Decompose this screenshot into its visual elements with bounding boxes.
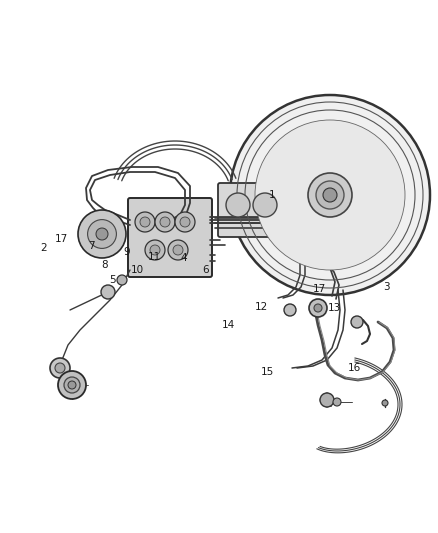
Circle shape <box>117 275 127 285</box>
Circle shape <box>320 393 334 407</box>
Circle shape <box>314 304 322 312</box>
Circle shape <box>150 245 160 255</box>
Circle shape <box>160 217 170 227</box>
Text: 17: 17 <box>312 284 325 294</box>
Text: 10: 10 <box>131 265 144 275</box>
Circle shape <box>58 371 86 399</box>
Text: 9: 9 <box>124 247 131 257</box>
Circle shape <box>323 188 337 202</box>
Text: 7: 7 <box>88 241 94 251</box>
FancyBboxPatch shape <box>218 183 297 237</box>
Circle shape <box>180 217 190 227</box>
Circle shape <box>175 212 195 232</box>
Circle shape <box>382 400 388 406</box>
Circle shape <box>333 398 341 406</box>
Circle shape <box>135 212 155 232</box>
Circle shape <box>253 193 277 217</box>
Text: 2: 2 <box>41 243 47 253</box>
Text: 5: 5 <box>110 275 117 285</box>
Circle shape <box>284 304 296 316</box>
Circle shape <box>88 220 117 248</box>
Text: 13: 13 <box>327 303 341 313</box>
Text: 16: 16 <box>347 363 360 373</box>
Text: 17: 17 <box>54 234 67 244</box>
Circle shape <box>155 212 175 232</box>
Circle shape <box>50 358 70 378</box>
Circle shape <box>140 217 150 227</box>
Circle shape <box>316 181 344 209</box>
Text: 1: 1 <box>268 190 276 200</box>
FancyBboxPatch shape <box>128 198 212 277</box>
Text: 4: 4 <box>181 253 187 263</box>
Text: 8: 8 <box>102 260 108 270</box>
Circle shape <box>96 228 108 240</box>
Circle shape <box>351 316 363 328</box>
Text: 11: 11 <box>147 252 161 262</box>
Circle shape <box>308 173 352 217</box>
Text: 15: 15 <box>260 367 274 377</box>
Circle shape <box>168 240 188 260</box>
Circle shape <box>64 377 80 393</box>
Circle shape <box>309 299 327 317</box>
Circle shape <box>255 120 405 270</box>
Text: 6: 6 <box>203 265 209 275</box>
Circle shape <box>145 240 165 260</box>
Circle shape <box>55 363 65 373</box>
Text: 12: 12 <box>254 302 268 312</box>
Circle shape <box>173 245 183 255</box>
Text: 3: 3 <box>383 282 389 292</box>
Circle shape <box>101 285 115 299</box>
Circle shape <box>68 381 76 389</box>
Circle shape <box>226 193 250 217</box>
Circle shape <box>230 95 430 295</box>
Circle shape <box>78 210 126 258</box>
Text: 14: 14 <box>221 320 235 330</box>
